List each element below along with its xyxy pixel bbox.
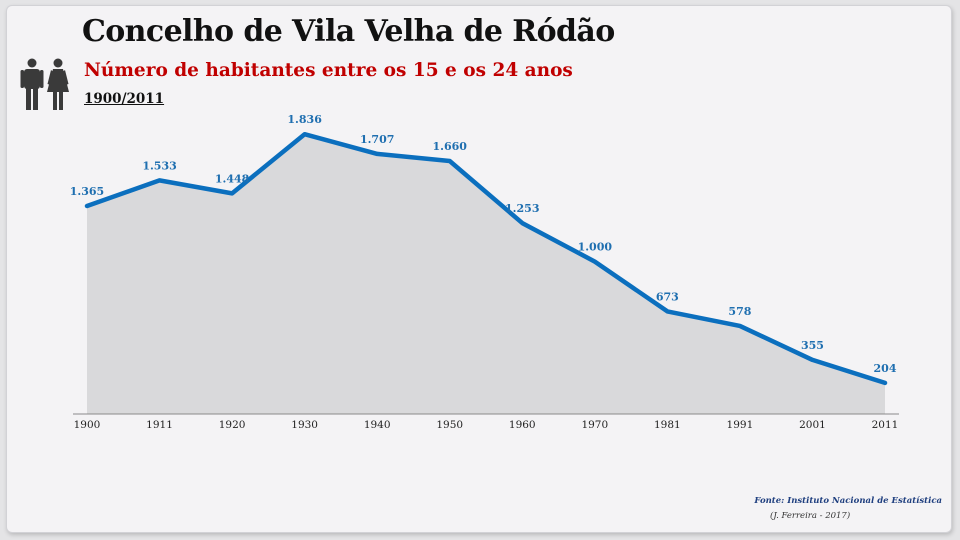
data-label: 1.365: [70, 185, 104, 198]
x-tick-label: 1991: [727, 419, 754, 431]
data-label: 1.836: [287, 113, 322, 126]
data-label: 1.000: [578, 241, 613, 254]
period-label: 1900/2011: [84, 91, 165, 107]
x-tick-label: 1900: [74, 419, 101, 431]
x-tick-label: 1950: [436, 419, 463, 431]
page-title: Concelho de Vila Velha de Ródão: [82, 14, 615, 49]
x-tick-label: 1940: [364, 419, 391, 431]
x-tick-label: 1930: [291, 419, 318, 431]
x-tick-label: 2011: [872, 419, 899, 431]
x-tick-label: 1911: [146, 419, 173, 431]
data-label: 1.533: [142, 159, 176, 172]
data-label: 578: [728, 305, 751, 318]
series-line: [84, 131, 888, 386]
chart-subtitle: Número de habitantes entre os 15 e os 24…: [84, 60, 573, 81]
x-tick-label: 1970: [581, 419, 608, 431]
x-tick-label: 2001: [799, 419, 826, 431]
source-note: Fonte: Instituto Nacional de Estatística: [754, 496, 942, 506]
x-tick-label: 1920: [219, 419, 246, 431]
data-label: 355: [801, 339, 824, 352]
x-tick-label: 1960: [509, 419, 536, 431]
data-label: 1.448: [215, 172, 250, 185]
data-label: 204: [874, 362, 897, 375]
data-label: 673: [656, 290, 679, 303]
data-label: 1.253: [505, 202, 539, 215]
data-label: 1.660: [433, 140, 468, 153]
author-note: (J. Ferreira - 2017): [770, 511, 851, 521]
male-female-people-icon: [20, 58, 69, 110]
area-fill: [87, 134, 885, 414]
data-label: 1.707: [360, 133, 394, 146]
x-tick-label: 1981: [654, 419, 681, 431]
